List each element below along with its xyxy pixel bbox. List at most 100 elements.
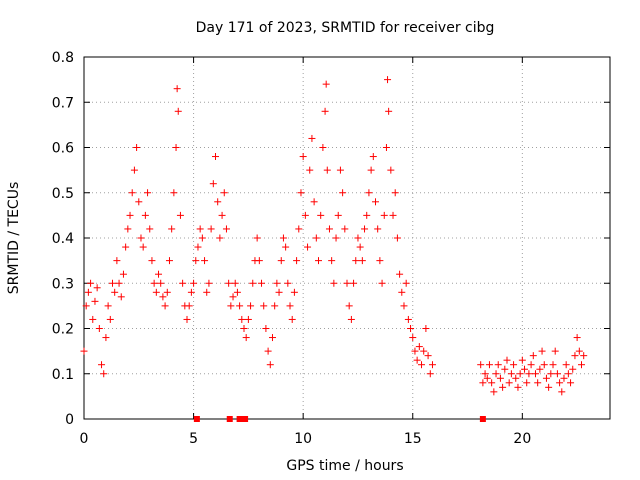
data-point (497, 375, 504, 382)
data-point (379, 280, 386, 287)
data-point (295, 225, 302, 232)
data-point (576, 348, 583, 355)
data-point (118, 293, 125, 300)
data-point (280, 235, 287, 242)
data-point (420, 348, 427, 355)
axis-marker (194, 416, 200, 422)
data-point (267, 361, 274, 368)
x-axis-label: GPS time / hours (286, 458, 403, 474)
data-point (282, 244, 289, 251)
data-point (521, 366, 528, 373)
data-point (214, 198, 221, 205)
data-point (111, 289, 118, 296)
data-point (109, 280, 116, 287)
data-point (208, 225, 215, 232)
data-point (427, 370, 434, 377)
data-point (245, 316, 252, 323)
data-point (499, 384, 506, 391)
data-point (335, 212, 342, 219)
data-point (376, 257, 383, 264)
data-point (339, 189, 346, 196)
data-point (140, 244, 147, 251)
data-point (514, 384, 521, 391)
data-point (512, 375, 519, 382)
data-point (179, 280, 186, 287)
data-point (536, 366, 543, 373)
x-tick-label: 5 (189, 431, 198, 447)
data-point (304, 244, 311, 251)
data-point (87, 280, 94, 287)
data-point (403, 280, 410, 287)
data-point (418, 361, 425, 368)
data-point (276, 289, 283, 296)
data-point (120, 271, 127, 278)
y-tick-label: 0.1 (52, 367, 74, 383)
data-point (429, 361, 436, 368)
data-point (543, 375, 550, 382)
data-point (216, 235, 223, 242)
axis-ticks: 00.10.20.30.40.50.60.70.80 5 10 15 20 (52, 50, 610, 447)
data-point (287, 302, 294, 309)
data-point (151, 280, 158, 287)
data-point (317, 212, 324, 219)
data-point (91, 298, 98, 305)
y-axis-label: SRMTID / TECUs (6, 182, 22, 295)
data-point (348, 316, 355, 323)
chart-title: Day 171 of 2023, SRMTID for receiver cib… (196, 20, 495, 36)
data-point (547, 370, 554, 377)
data-point (273, 280, 280, 287)
data-point (405, 316, 412, 323)
data-point (396, 271, 403, 278)
data-point (556, 379, 563, 386)
data-point (146, 225, 153, 232)
data-point (98, 361, 105, 368)
data-point (197, 225, 204, 232)
data-point (398, 289, 405, 296)
data-point (372, 198, 379, 205)
data-point (148, 257, 155, 264)
data-point (137, 235, 144, 242)
srmtid-scatter-chart: Day 171 of 2023, SRMTID for receiver cib… (0, 0, 640, 480)
data-point (315, 257, 322, 264)
data-point (528, 361, 535, 368)
data-point (400, 302, 407, 309)
data-point (560, 375, 567, 382)
data-point (105, 302, 112, 309)
axis-marker (480, 416, 486, 422)
data-point (387, 167, 394, 174)
data-point (293, 257, 300, 264)
data-point (107, 316, 114, 323)
data-point (330, 280, 337, 287)
data-point (346, 302, 353, 309)
data-point (223, 225, 230, 232)
data-point (574, 334, 581, 341)
x-tick-label: 0 (80, 431, 89, 447)
data-point (240, 325, 247, 332)
data-point (131, 167, 138, 174)
data-point (510, 361, 517, 368)
data-point (477, 361, 484, 368)
data-point (357, 244, 364, 251)
data-point (392, 189, 399, 196)
data-point (523, 379, 530, 386)
data-point (155, 271, 162, 278)
data-point (385, 108, 392, 115)
data-point (534, 379, 541, 386)
data-point (503, 357, 510, 364)
data-point (578, 361, 585, 368)
data-point (166, 257, 173, 264)
data-point (133, 144, 140, 151)
x-tick-label: 20 (513, 431, 531, 447)
data-point (234, 289, 241, 296)
data-point (341, 225, 348, 232)
data-point (144, 189, 151, 196)
data-point (254, 235, 261, 242)
data-point (506, 379, 513, 386)
data-point (205, 280, 212, 287)
data-point (153, 289, 160, 296)
data-point (96, 325, 103, 332)
data-point (81, 348, 88, 355)
data-point (238, 316, 245, 323)
data-point (525, 370, 532, 377)
data-point (219, 212, 226, 219)
